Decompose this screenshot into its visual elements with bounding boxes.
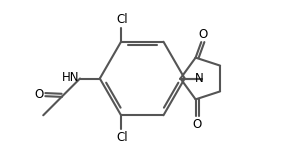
Text: O: O [193,118,202,131]
Text: O: O [34,88,43,101]
Text: Cl: Cl [117,13,128,26]
Text: N: N [195,72,204,85]
Text: Cl: Cl [117,131,128,144]
Text: HN: HN [62,71,79,84]
Text: O: O [198,28,207,41]
